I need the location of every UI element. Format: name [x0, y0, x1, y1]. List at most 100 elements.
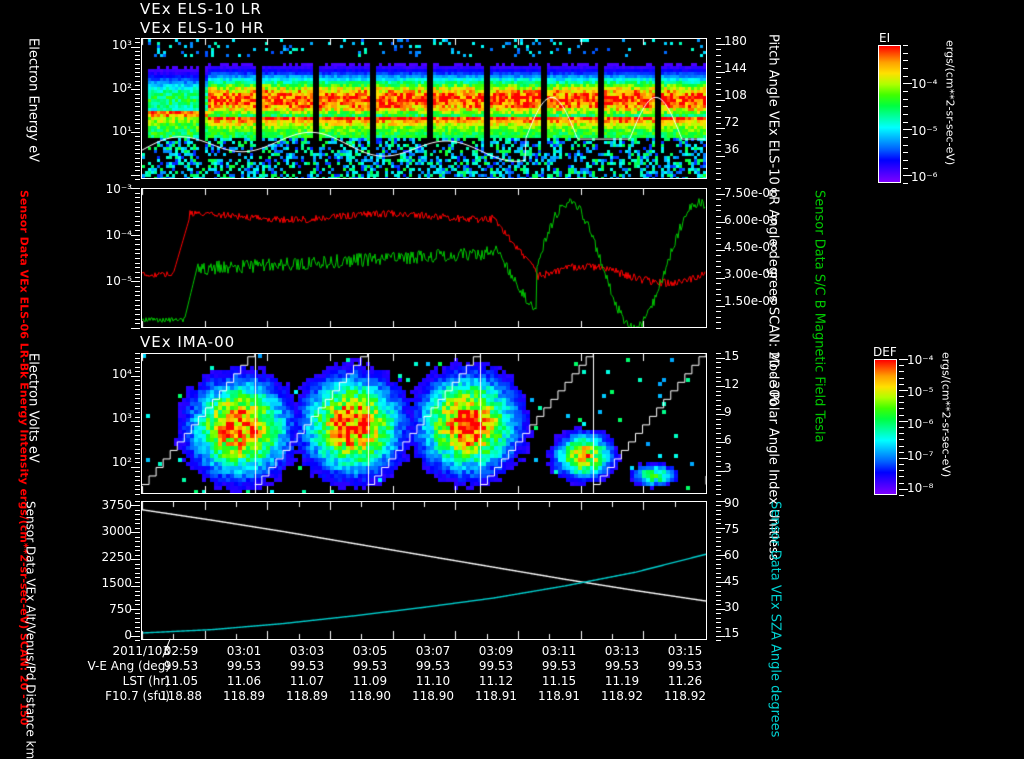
colorbar2 [874, 359, 897, 495]
axis-tick-label: 180 [724, 34, 747, 48]
time-parameter-table: 2011/103 V-E Ang (deg) LST (hr) F10.7 (sfu)… [0, 638, 1024, 708]
panel3-left-axis-label: Electron Volts eV [25, 353, 41, 494]
time-table-cell: 118.91 [475, 689, 517, 703]
axis-tick-label: 30 [724, 600, 740, 614]
axis-tick-label: 0 [124, 628, 132, 642]
time-table-row-label: 2011/103 [112, 644, 171, 658]
time-table-cell: 03:03 [289, 644, 325, 658]
axis-tick-label: 108 [724, 88, 747, 102]
axis-minor-ticks [130, 501, 140, 641]
time-table-cell: 99.53 [415, 659, 451, 673]
panel1-left-axis-label-text: Electron Energy eV [25, 38, 41, 162]
axis-tick-label: 1.50e-08 [724, 294, 778, 308]
time-table-cell: 03:01 [226, 644, 262, 658]
panel-els-spectrogram[interactable] [141, 38, 707, 179]
colorbar1-name: EI [879, 31, 891, 45]
time-table-cell: 02:59 [163, 644, 199, 658]
panel1-left-axis-label: Electron Energy eV [25, 38, 41, 179]
panel1-title-line1: VEx ELS-10 LR [140, 0, 262, 18]
time-table-cell: 99.53 [289, 659, 325, 673]
time-table-row-label: V-E Ang (deg) [87, 659, 170, 673]
panel-intensity-bfield[interactable] [141, 188, 707, 328]
axis-tick-label: 10³ [111, 38, 132, 52]
panel1-right-axis-label-text: Pitch Angle VEx ELS-10 LR Angle degrees … [765, 34, 781, 406]
time-table-cell: 118.92 [664, 689, 706, 703]
time-table-cell: 118.88 [160, 689, 202, 703]
axis-tick-label: 10² [111, 455, 132, 469]
time-table-cell: 99.53 [163, 659, 199, 673]
time-table-cell: 118.92 [601, 689, 643, 703]
axis-tick-label: 4.50e-08 [724, 240, 778, 254]
colorbar1 [878, 45, 901, 183]
panel3-right-axis-label: Mode Polar Angle Index Unitless [766, 352, 781, 561]
panel2-left-ticks: 10⁻³ 10⁻⁴ 10⁻⁵ [78, 182, 140, 329]
axis-minor-ticks [716, 501, 726, 641]
axis-tick-label: 90 [724, 496, 740, 510]
axis-minor-ticks [899, 359, 909, 496]
axis-tick-label: 10⁻³ [105, 182, 132, 196]
axis-tick-label: 10¹ [111, 124, 132, 138]
axis-tick-label: 10⁻⁶ [907, 417, 934, 431]
panel4-left-axis-label: Sensor Data VEx Alt/Venus/Pd Distance km [24, 501, 38, 759]
axis-tick-label: 1500 [101, 576, 132, 590]
time-table-cell: 118.89 [223, 689, 265, 703]
time-table-cell: 03:05 [352, 644, 388, 658]
panel3-right-axis-label-text: Mode Polar Angle Index Unitless [765, 352, 781, 561]
axis-tick-label: 10⁴ [111, 367, 132, 381]
axis-tick-label: 3.00e-08 [724, 267, 778, 281]
axis-tick-label: 10⁻⁵ [907, 385, 934, 399]
panel2-right-axis-label-text: Sensor Data S/C B Magnetic Field Tesla [811, 190, 827, 443]
axis-tick-label: 72 [724, 115, 740, 129]
axis-minor-ticks [130, 38, 140, 180]
axis-tick-label: 144 [724, 61, 747, 75]
time-table-cell: 11.15 [541, 674, 577, 688]
axis-minor-ticks [716, 353, 726, 495]
panel-altitude-sza[interactable] [141, 501, 707, 640]
time-table-row-label: LST (hr) [122, 674, 170, 688]
panel3-right-ticks: 15 12 9 6 3 [716, 349, 756, 495]
axis-tick-label: 36 [724, 142, 740, 156]
panel2-left-axis-label-text: Sensor Data VEx ELS-06 LR-Bk Energy Inte… [17, 190, 31, 726]
axis-tick-label: 10³ [111, 411, 132, 425]
panel3-left-axis-label-text: Electron Volts eV [25, 353, 41, 463]
axis-tick-label: 3 [724, 461, 732, 475]
panel4-right-axis-label: Sensor Data VEx SZA Angle degrees [768, 501, 783, 737]
colorbar2-unit: ergs/(cm**2-sr-sec-eV) [939, 352, 953, 478]
axis-tick-label: 750 [109, 602, 132, 616]
axis-minor-ticks [903, 45, 913, 184]
panel3-left-ticks: 10⁴ 10³ 10² [78, 353, 140, 495]
time-table-cell: 03:07 [415, 644, 451, 658]
axis-tick-label: 15 [724, 626, 740, 640]
panel2-left-axis-label: Sensor Data VEx ELS-06 LR-Bk Energy Inte… [18, 190, 31, 725]
axis-tick-label: 10⁻⁷ [907, 449, 934, 463]
axis-tick-label: 9 [724, 405, 732, 419]
axis-minor-ticks [716, 38, 726, 180]
panel4-right-axis-label-text: Sensor Data VEx SZA Angle degrees [767, 501, 783, 738]
axis-tick-label: 3750 [101, 498, 132, 512]
time-table-row-label: F10.7 (sfu) [105, 689, 170, 703]
colorbar1-ticks: 10⁻⁴ 10⁻⁵ 10⁻⁶ [903, 45, 949, 184]
axis-tick-label: 45 [724, 574, 740, 588]
panel2-right-ticks: 7.50e-08 6.00e-08 4.50e-08 3.00e-08 1.50e-08 [716, 186, 794, 329]
axis-tick-label: 10⁻⁴ [911, 77, 938, 91]
time-table-cell: 11.10 [415, 674, 451, 688]
time-table-cell: 03:15 [667, 644, 703, 658]
panel1-title-line2: VEx ELS-10 HR [140, 19, 265, 37]
time-table-cell: 11.09 [352, 674, 388, 688]
axis-tick-label: 60 [724, 548, 740, 562]
intensity-bfield-canvas [142, 189, 706, 327]
time-table-cell: 03:11 [541, 644, 577, 658]
panel-ima-spectrogram[interactable] [141, 353, 707, 494]
panel4-right-ticks: 90 75 60 45 30 15 [716, 496, 756, 641]
time-table-cell: 99.53 [478, 659, 514, 673]
axis-tick-label: 10⁻⁸ [907, 481, 934, 495]
axis-tick-label: 15 [724, 349, 740, 363]
time-table-cell: 99.53 [604, 659, 640, 673]
colorbar1-unit: ergs/(cm**2-sr-sec-eV) [943, 40, 957, 166]
time-table-cell: 118.90 [349, 689, 391, 703]
axis-tick-label: 7.50e-08 [724, 186, 778, 200]
axis-tick-label: 10² [111, 81, 132, 95]
els-spectrogram-canvas [142, 39, 706, 178]
time-table-cell: 118.91 [538, 689, 580, 703]
